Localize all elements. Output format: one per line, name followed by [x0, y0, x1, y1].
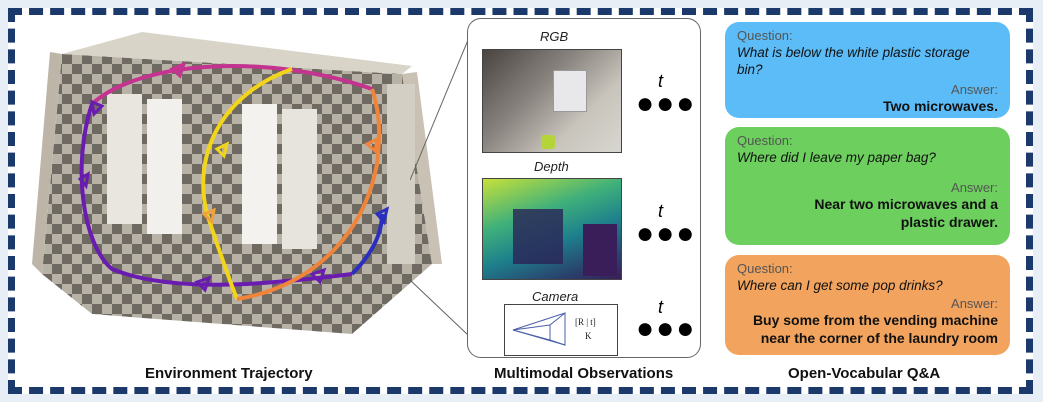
table [282, 109, 317, 249]
trajectory-segment [79, 103, 353, 287]
environment-scene [32, 32, 442, 334]
trajectory-arrow [77, 170, 91, 190]
camera-extrinsic: [R | t] [575, 317, 596, 327]
qa-card-1: Question: What is below the white plasti… [725, 22, 1010, 118]
answer-text: Near two microwaves and a plastic drawer… [814, 196, 998, 230]
zoom-connector-lines [410, 40, 469, 336]
trajectory-arrow [214, 141, 230, 159]
ellipsis-depth: ●●● [636, 217, 697, 250]
storage-bin [553, 70, 587, 112]
camera-label: Camera [532, 289, 579, 304]
rgb-label: RGB [540, 29, 569, 44]
time-label-depth: t [658, 201, 664, 221]
question-text: Where did I leave my paper bag? [737, 150, 936, 165]
left-wall [32, 52, 62, 274]
bin-object [541, 135, 555, 149]
answer-label: Answer: [951, 180, 998, 195]
camera-intrinsic: K [585, 331, 592, 341]
question-text: Where can I get some pop drinks? [737, 278, 943, 293]
caption-environment: Environment Trajectory [145, 365, 313, 382]
time-label-camera: t [658, 297, 664, 317]
depth-object [583, 224, 617, 276]
ellipsis-camera: ●●● [636, 312, 697, 345]
question-label: Question: [737, 28, 793, 43]
ellipsis-rgb: ●●● [636, 87, 697, 120]
answer-label: Answer: [951, 296, 998, 311]
trajectory-segment [201, 67, 293, 300]
table [242, 104, 277, 244]
environment-trajectory-view [22, 14, 442, 354]
qa-card-2: Question: Where did I leave my paper bag… [725, 127, 1010, 245]
caption-multimodal: Multimodal Observations [494, 365, 674, 382]
camera-diagram: [R | t] K [504, 304, 618, 356]
answer-label: Answer: [951, 82, 998, 97]
question-label: Question: [737, 261, 793, 276]
trajectory-segment [236, 88, 382, 301]
trajectory-segment [90, 64, 373, 106]
trajectory-arrow [309, 267, 327, 285]
caption-qa: Open-Vocabular Q&A [788, 365, 941, 382]
table [147, 99, 182, 234]
trajectory-arrow [194, 275, 212, 293]
rgb-image [482, 49, 622, 153]
trajectory-arrow [364, 136, 379, 154]
depth-label: Depth [534, 159, 569, 174]
trajectory-arrow [90, 99, 105, 118]
table [107, 94, 142, 224]
multimodal-observations-panel: RGB t ●●● Depth t ●●● Camera [R | t] K t… [467, 18, 701, 358]
depth-object [513, 209, 563, 264]
answer-text: Two microwaves. [883, 98, 998, 114]
trajectory-arrow [374, 206, 390, 226]
time-label-rgb: t [658, 71, 664, 91]
counter [387, 84, 415, 264]
trajectory-arrow [201, 207, 216, 226]
answer-text: Buy some from the vending machine near t… [752, 312, 998, 346]
question-label: Question: [737, 133, 793, 148]
camera-frustum-icon [512, 311, 566, 346]
back-wall [62, 32, 412, 74]
depth-image [482, 178, 622, 280]
trajectory-arrow [169, 61, 187, 79]
question-text: What is below the white plastic storage … [737, 45, 970, 77]
qa-card-3: Question: Where can I get some pop drink… [725, 255, 1010, 355]
